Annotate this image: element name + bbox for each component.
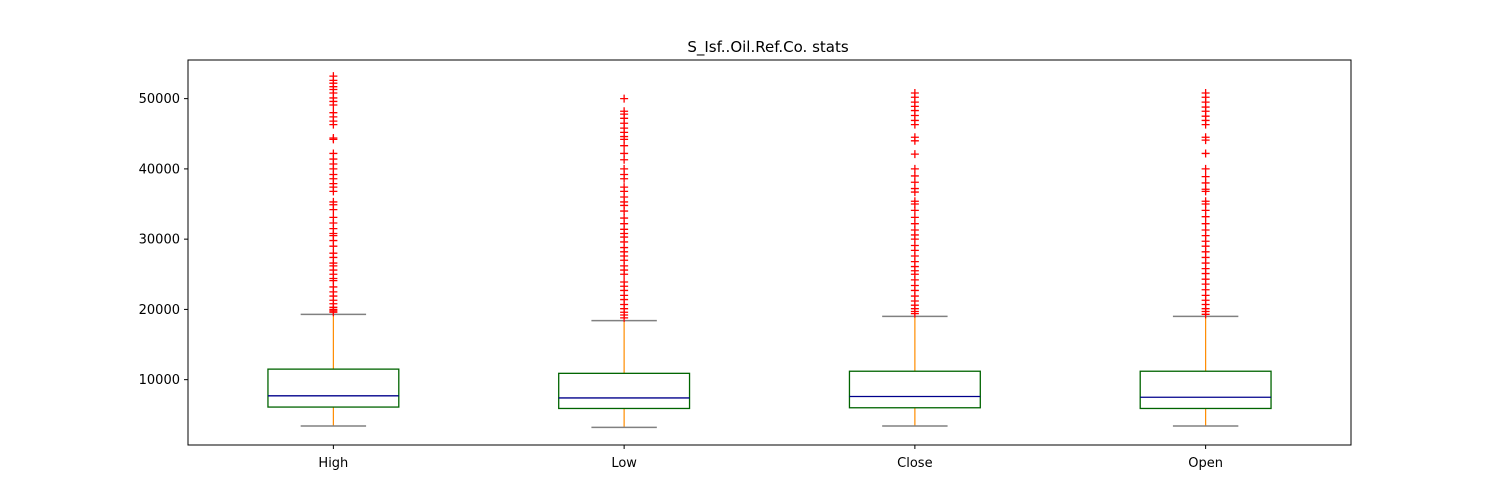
- iqr-box: [267, 368, 400, 408]
- outlier-marker: [329, 108, 338, 117]
- outlier-marker: [329, 133, 338, 142]
- x-tick-label: High: [318, 456, 348, 471]
- plot-frame: [187, 59, 1352, 446]
- box-group-high: [267, 72, 400, 427]
- outlier-marker: [1201, 89, 1210, 98]
- outlier-marker: [620, 183, 629, 192]
- outlier-marker: [329, 249, 338, 258]
- y-tick-label: 50000: [139, 92, 180, 107]
- box-group-open: [1139, 89, 1272, 427]
- outlier-marker: [329, 213, 338, 222]
- y-tick-label: 30000: [139, 233, 180, 248]
- box-group-close: [848, 89, 981, 427]
- outlier-marker: [910, 171, 919, 180]
- outlier-marker: [1201, 219, 1210, 228]
- outlier-marker: [620, 94, 629, 103]
- outlier-marker: [910, 213, 919, 222]
- x-tick-label: Low: [611, 456, 637, 471]
- outlier-marker: [620, 214, 629, 223]
- outlier-marker: [910, 133, 919, 142]
- iqr-box: [558, 372, 691, 410]
- y-tick-label: 40000: [139, 162, 180, 177]
- outlier-marker: [329, 197, 338, 206]
- iqr-box: [848, 370, 981, 409]
- x-tick-label: Open: [1188, 456, 1223, 471]
- x-tick-label: Close: [897, 456, 932, 471]
- outlier-marker: [620, 149, 629, 158]
- outlier-marker: [1201, 133, 1210, 142]
- outlier-marker: [620, 278, 629, 287]
- outlier-marker: [910, 89, 919, 98]
- outlier-marker: [910, 197, 919, 206]
- outlier-marker: [1201, 197, 1210, 206]
- outlier-marker: [1201, 172, 1210, 181]
- outlier-marker: [620, 164, 629, 173]
- y-tick-label: 20000: [139, 303, 180, 318]
- outlier-marker: [329, 72, 338, 81]
- outlier-marker: [329, 149, 338, 158]
- y-tick-label: 10000: [139, 373, 180, 388]
- outlier-marker: [1201, 164, 1210, 173]
- box-group-low: [558, 94, 691, 429]
- outlier-marker: [910, 150, 919, 159]
- outlier-marker: [620, 107, 629, 116]
- outlier-marker: [910, 164, 919, 173]
- chart-title: S_Isf..Oil.Ref.Co. stats: [687, 38, 849, 57]
- iqr-box: [1139, 370, 1272, 410]
- outlier-marker: [1201, 149, 1210, 158]
- plot-area: [267, 72, 1272, 429]
